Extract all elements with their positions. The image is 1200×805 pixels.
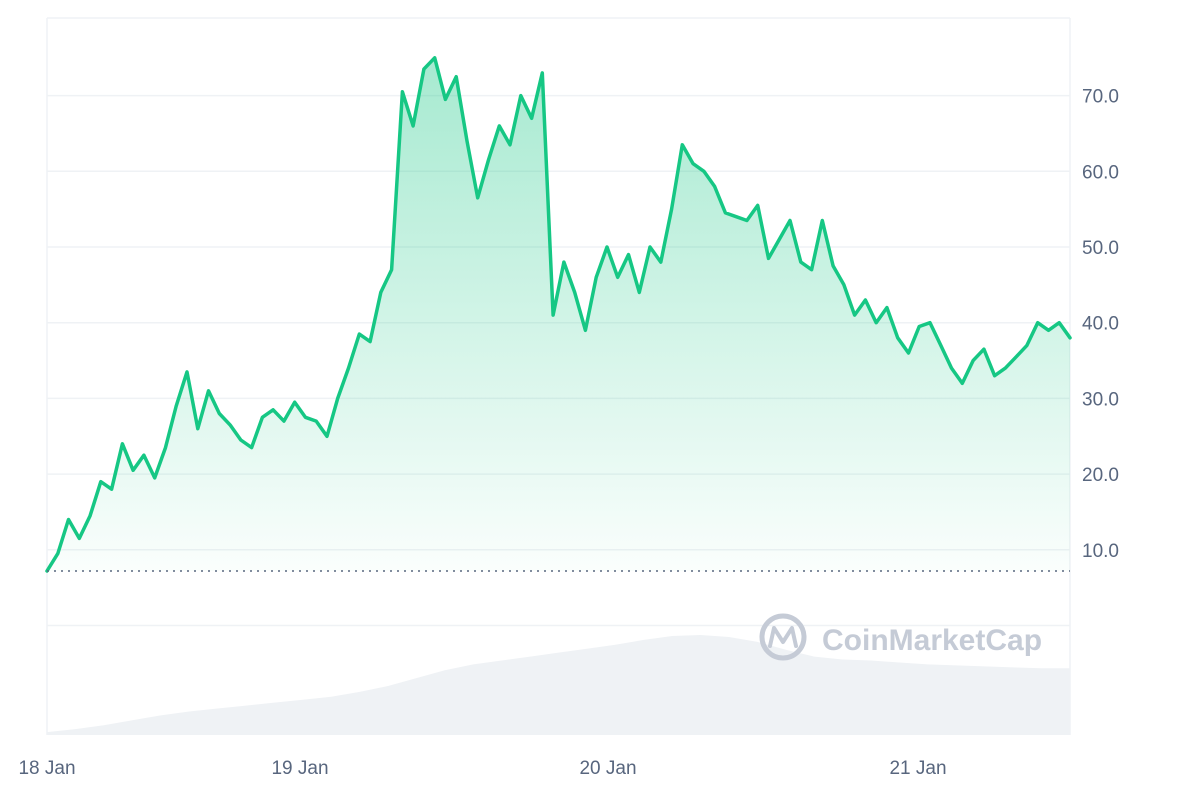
x-tick-label: 19 Jan xyxy=(271,758,328,779)
watermark-text: CoinMarketCap xyxy=(822,624,1042,657)
y-tick-label: 20.0 xyxy=(1082,465,1119,486)
price-area xyxy=(47,57,1070,572)
y-tick-label: 70.0 xyxy=(1082,87,1119,108)
y-tick-label: 40.0 xyxy=(1082,314,1119,335)
volume-area xyxy=(47,635,1070,735)
coinmarketcap-logo-icon xyxy=(759,613,807,661)
x-tick-label: 20 Jan xyxy=(579,758,636,779)
y-tick-label: 10.0 xyxy=(1082,541,1119,562)
x-tick-label: 18 Jan xyxy=(18,758,75,779)
y-tick-label: 60.0 xyxy=(1082,162,1119,183)
price-line xyxy=(45,56,1072,573)
y-tick-label: 50.0 xyxy=(1082,238,1119,259)
watermark: CoinMarketCap xyxy=(759,613,1042,661)
x-tick-label: 21 Jan xyxy=(889,758,946,779)
y-tick-label: 30.0 xyxy=(1082,389,1119,410)
